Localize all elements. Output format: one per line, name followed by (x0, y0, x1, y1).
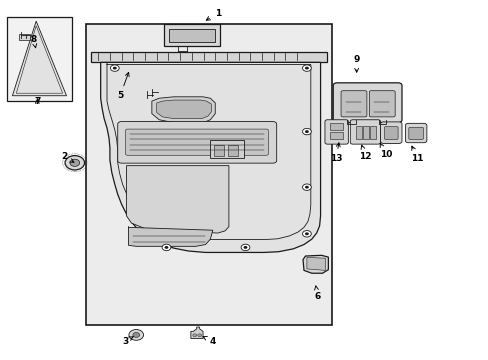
Bar (330, 123, 342, 130)
Polygon shape (101, 62, 320, 252)
Text: 4: 4 (203, 337, 216, 346)
Circle shape (164, 246, 168, 249)
Text: 1: 1 (206, 9, 221, 20)
Polygon shape (126, 166, 228, 233)
Bar (86, 24, 331, 325)
Circle shape (65, 156, 84, 170)
Text: 12: 12 (359, 145, 371, 161)
Bar (214, 145, 224, 156)
FancyBboxPatch shape (210, 140, 244, 158)
Polygon shape (12, 21, 66, 96)
Circle shape (302, 129, 311, 135)
Circle shape (243, 246, 247, 249)
Polygon shape (190, 327, 203, 338)
FancyBboxPatch shape (368, 91, 394, 117)
Text: 13: 13 (329, 143, 342, 163)
Bar (227, 145, 237, 156)
Bar (355, 126, 361, 139)
FancyBboxPatch shape (349, 120, 380, 144)
Circle shape (305, 232, 308, 235)
Text: 3: 3 (122, 337, 133, 346)
Circle shape (133, 332, 140, 337)
Bar (19, 34, 30, 40)
Polygon shape (157, 100, 211, 119)
Circle shape (302, 65, 311, 71)
Bar (369, 126, 375, 139)
Circle shape (129, 329, 143, 340)
FancyBboxPatch shape (380, 122, 401, 143)
Polygon shape (306, 257, 325, 270)
Text: 2: 2 (61, 152, 74, 162)
Text: 11: 11 (410, 146, 423, 163)
Text: 8: 8 (31, 35, 37, 48)
Circle shape (70, 159, 80, 166)
Circle shape (305, 67, 308, 69)
Circle shape (241, 244, 249, 251)
Circle shape (302, 230, 311, 237)
Circle shape (302, 184, 311, 190)
Bar (91, 51, 327, 62)
Text: 6: 6 (314, 286, 320, 301)
Polygon shape (128, 226, 212, 246)
Bar (362, 126, 368, 139)
FancyBboxPatch shape (340, 91, 366, 117)
Text: 10: 10 (379, 143, 391, 159)
Circle shape (162, 244, 170, 251)
FancyBboxPatch shape (125, 129, 268, 155)
Bar (330, 132, 342, 139)
Text: 5: 5 (117, 72, 129, 100)
Bar (6, 17, 72, 101)
FancyBboxPatch shape (325, 120, 347, 144)
FancyBboxPatch shape (408, 127, 423, 139)
FancyBboxPatch shape (118, 122, 276, 163)
Circle shape (192, 334, 196, 337)
Bar (163, 24, 220, 45)
FancyBboxPatch shape (405, 123, 426, 143)
FancyBboxPatch shape (384, 127, 397, 139)
Polygon shape (152, 97, 215, 123)
Circle shape (110, 65, 119, 71)
Bar (168, 30, 215, 42)
Circle shape (305, 130, 308, 133)
FancyBboxPatch shape (332, 83, 401, 123)
Polygon shape (303, 255, 328, 273)
Circle shape (305, 186, 308, 189)
Circle shape (113, 67, 117, 69)
Circle shape (197, 334, 201, 337)
Text: 7: 7 (34, 97, 41, 106)
Text: 9: 9 (353, 55, 359, 72)
